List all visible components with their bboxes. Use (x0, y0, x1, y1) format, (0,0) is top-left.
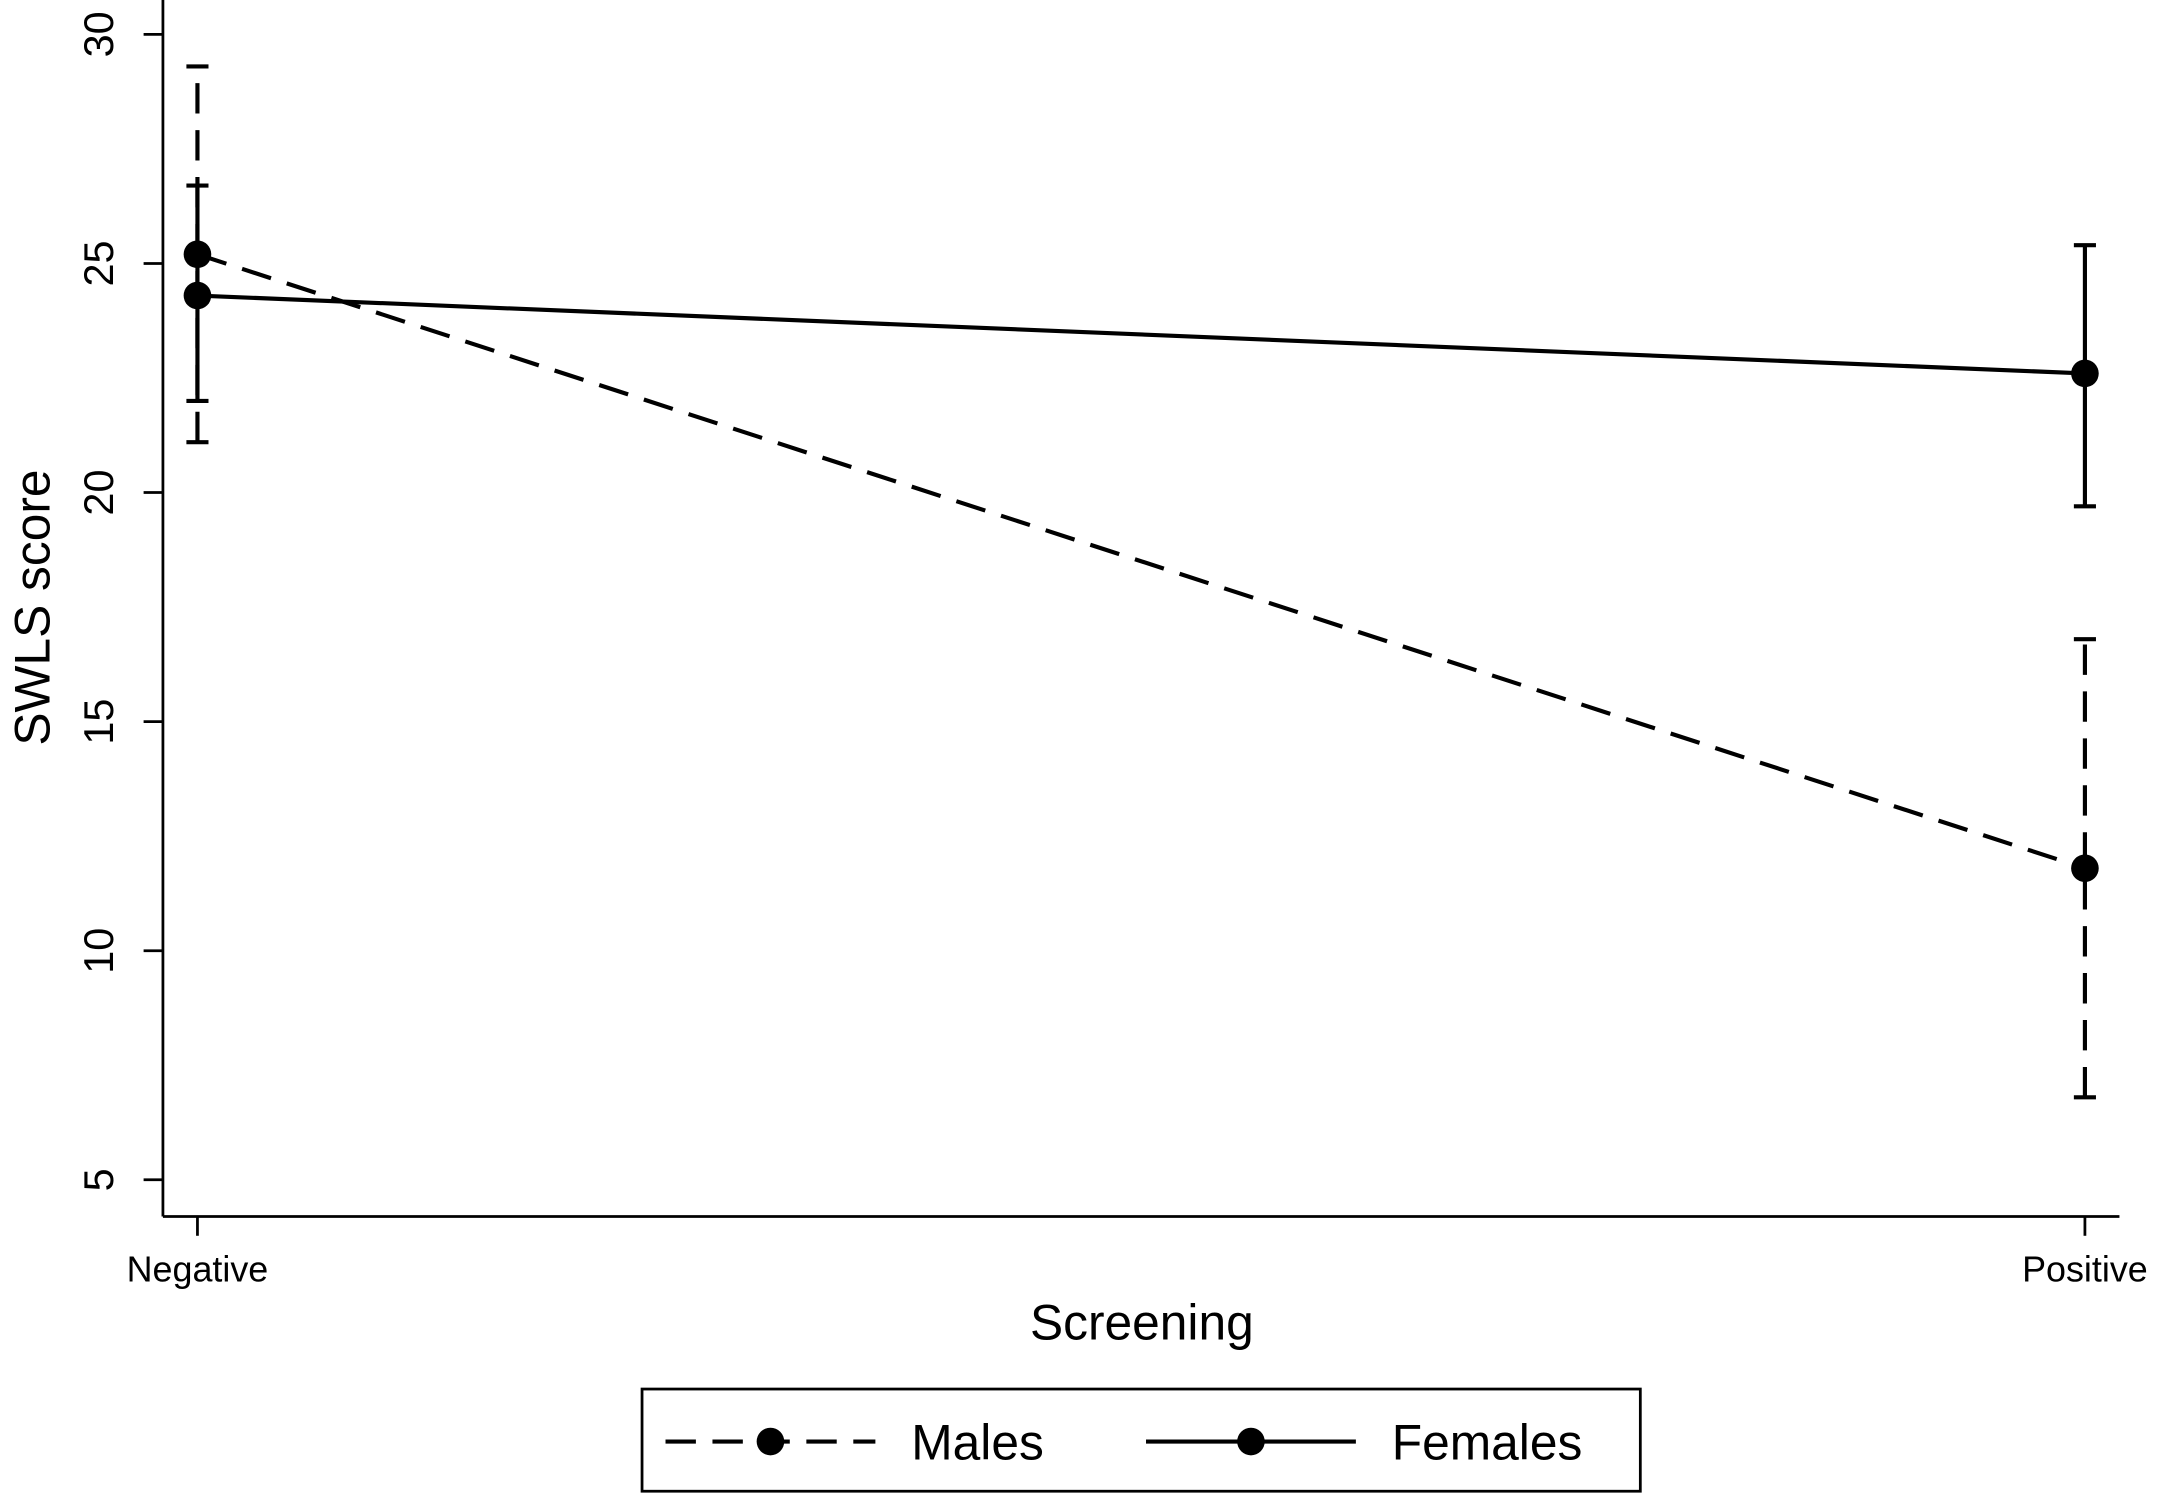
data-point (2071, 359, 2099, 388)
legend-label: Males (911, 1414, 1044, 1470)
series-line (196, 252, 2086, 871)
y-tick-label: 30 (76, 11, 122, 57)
y-tick-label: 10 (76, 928, 122, 974)
legend-marker (756, 1427, 785, 1456)
x-axis-label: Screening (1030, 1294, 1254, 1350)
data-point (2071, 854, 2099, 883)
series-line (197, 293, 2086, 376)
y-tick-label: 15 (76, 699, 122, 745)
legend-label: Females (1392, 1414, 1583, 1470)
data-point (183, 281, 212, 310)
x-tick-label: Positive (2022, 1249, 2148, 1289)
x-tick-label: Negative (127, 1249, 269, 1289)
y-tick-label: 5 (76, 1168, 122, 1191)
legend-marker (1237, 1427, 1265, 1456)
y-tick-label: 20 (76, 470, 122, 516)
y-axis-label: SWLS score (5, 469, 61, 745)
y-tick-label: 25 (76, 240, 122, 286)
legend-box (640, 1387, 1642, 1493)
